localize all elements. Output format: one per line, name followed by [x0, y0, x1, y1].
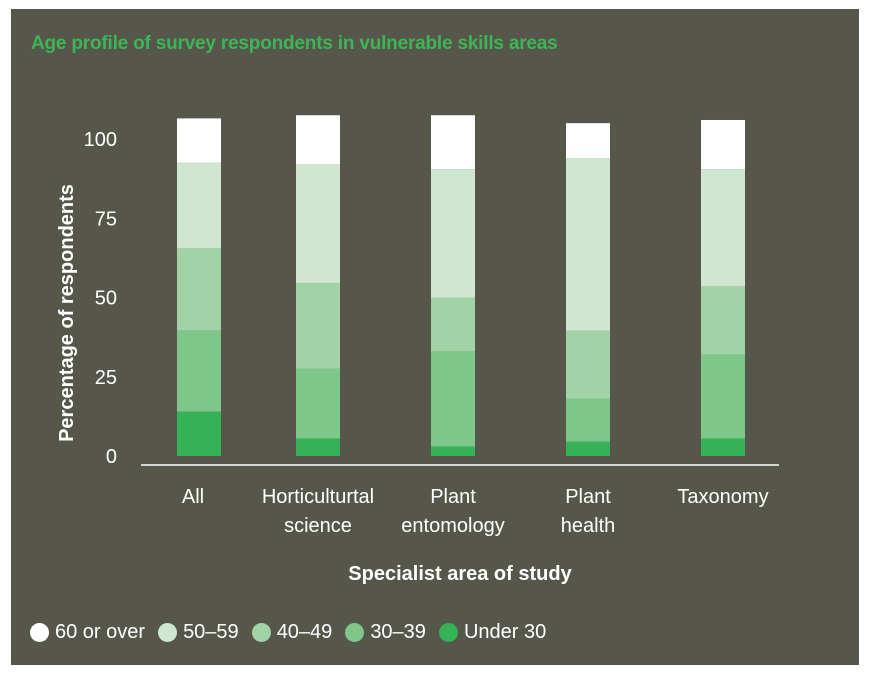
bar-segment: [177, 118, 221, 163]
y-axis-label: Percentage of respondents: [56, 184, 78, 442]
x-category-label: Horticulturtal science: [262, 486, 374, 537]
legend-item: Under 30: [438, 621, 547, 644]
bar-segment: [296, 115, 340, 165]
bar-segment: [177, 248, 221, 331]
legend-swatch: [438, 623, 458, 642]
legend-item: 40–49: [251, 621, 333, 644]
x-category-label-line: entomology: [401, 515, 504, 537]
bar-segment: [431, 351, 475, 447]
bar-segment: [566, 158, 610, 331]
bar-segment: [701, 354, 745, 439]
legend-item: 50–59: [158, 621, 239, 644]
bar-segment: [296, 438, 340, 456]
bars-group: [177, 115, 745, 456]
legend-label: 60 or over: [55, 621, 146, 643]
bar-segment: [701, 169, 745, 287]
bar-segment: [296, 283, 340, 369]
x-category-label: Taxonomy: [677, 486, 768, 508]
legend-swatch: [30, 623, 49, 642]
x-category-label-line: science: [284, 515, 352, 537]
y-tick-label: 50: [95, 288, 117, 310]
legend-label: 40–49: [276, 621, 333, 643]
bar-segment: [296, 164, 340, 284]
legend-label: 30–39: [370, 621, 426, 643]
y-tick-label: 75: [95, 208, 117, 230]
x-category-label-line: Plant: [430, 486, 476, 508]
legend-item: 30–39: [345, 621, 426, 644]
x-axis-label: Specialist area of study: [348, 563, 572, 585]
y-tick-label: 25: [95, 367, 117, 389]
legend-item: 60 or over: [30, 621, 145, 644]
legend-label: Under 30: [463, 621, 547, 643]
x-category-label-line: Plant: [565, 486, 611, 508]
bar-segment: [177, 330, 221, 412]
y-tick-label: 0: [106, 446, 117, 468]
legend-swatch: [251, 623, 271, 642]
bar-segment: [701, 119, 745, 170]
bar-segment: [296, 368, 340, 439]
bar-segment: [431, 115, 475, 170]
bar-segment: [431, 446, 475, 456]
x-category-label: Plant entomology: [401, 486, 504, 537]
bar-segment: [566, 330, 610, 399]
y-tick-labels: 0 25 50 75 100: [84, 129, 117, 468]
legend-swatch: [158, 623, 178, 642]
legend-swatch: [345, 623, 365, 642]
bar-segment: [566, 441, 610, 456]
y-tick-label: 100: [84, 129, 117, 151]
bar-segment: [701, 286, 745, 355]
bar-segment: [701, 438, 745, 456]
bar-segment: [431, 297, 475, 352]
x-category-label-line: All: [182, 486, 204, 508]
x-category-label-line: Taxonomy: [677, 486, 768, 508]
x-category-label: All: [182, 486, 204, 508]
x-category-label-line: health: [561, 515, 616, 537]
bar-segment: [431, 169, 475, 298]
bar-segment: [177, 162, 221, 249]
legend-label: 50–59: [183, 621, 239, 643]
bar-segment: [177, 411, 221, 456]
x-category-label-line: Horticulturtal: [262, 486, 374, 508]
bar-segment: [566, 123, 610, 159]
bar-segment: [566, 398, 610, 442]
legend: 60 or over 50–59 40–49 30–39 Under 30: [30, 621, 559, 644]
x-category-label: Plant health: [561, 486, 616, 537]
chart-title: Age profile of survey respondents in vul…: [31, 33, 558, 54]
